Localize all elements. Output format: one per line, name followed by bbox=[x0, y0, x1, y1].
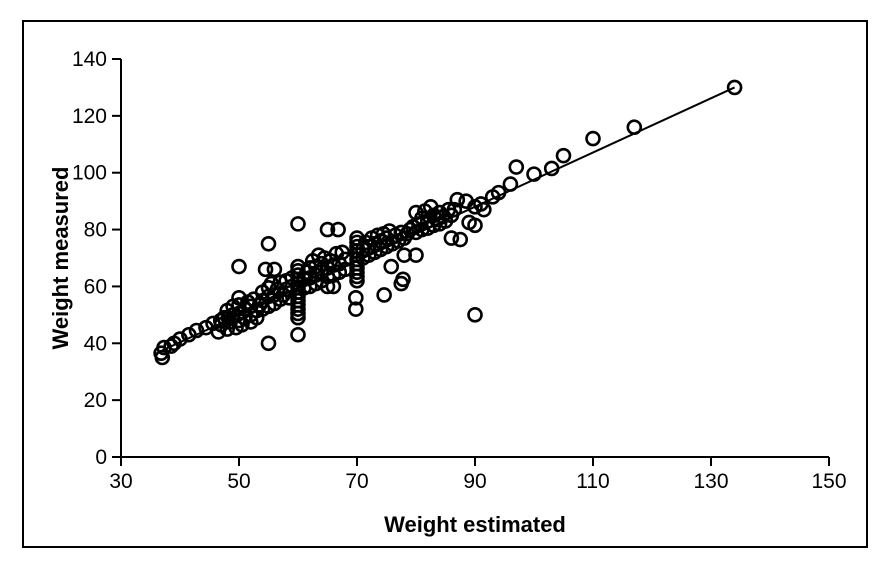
data-point bbox=[585, 130, 601, 147]
x-tick-label: 30 bbox=[109, 470, 132, 493]
data-point bbox=[508, 159, 525, 175]
data-point bbox=[210, 324, 227, 340]
x-tick-label: 150 bbox=[811, 470, 846, 493]
y-axis-title: Weight measured bbox=[48, 166, 73, 350]
data-point bbox=[219, 321, 235, 337]
data-point bbox=[234, 317, 250, 333]
y-tick-label: 40 bbox=[84, 332, 107, 355]
data-point bbox=[383, 258, 400, 275]
data-point bbox=[330, 221, 346, 238]
y-tick-label: 60 bbox=[84, 275, 107, 298]
y-tick-label: 80 bbox=[84, 219, 107, 242]
y-tick-label: 100 bbox=[72, 162, 107, 185]
data-point bbox=[626, 119, 643, 136]
data-point bbox=[449, 191, 466, 208]
data-point bbox=[467, 217, 483, 234]
x-tick-label: 110 bbox=[576, 470, 609, 493]
data-point bbox=[446, 201, 463, 218]
data-point bbox=[443, 230, 460, 246]
data-point bbox=[476, 201, 492, 218]
data-point bbox=[726, 79, 743, 96]
figure-border bbox=[22, 20, 868, 548]
x-tick-label: 50 bbox=[227, 470, 250, 493]
data-point bbox=[319, 221, 336, 238]
y-tick-label: 0 bbox=[95, 446, 107, 469]
data-point bbox=[452, 231, 469, 248]
data-point bbox=[376, 287, 392, 303]
x-tick-label: 70 bbox=[345, 470, 368, 493]
data-point bbox=[172, 331, 188, 347]
data-point bbox=[266, 261, 283, 278]
data-point bbox=[231, 258, 247, 275]
data-point bbox=[188, 322, 205, 339]
x-tick-label: 130 bbox=[693, 470, 728, 493]
data-point bbox=[290, 326, 306, 343]
data-point bbox=[257, 261, 274, 278]
y-tick-label: 140 bbox=[72, 48, 107, 71]
y-tick-label: 20 bbox=[84, 389, 107, 412]
data-point bbox=[325, 278, 342, 295]
data-point bbox=[543, 160, 560, 177]
data-point bbox=[396, 247, 413, 263]
data-point bbox=[502, 176, 519, 192]
x-axis-title: Weight estimated bbox=[384, 512, 566, 537]
x-tick-label: 90 bbox=[463, 470, 486, 493]
data-point bbox=[490, 184, 507, 201]
data-point bbox=[260, 235, 277, 252]
data-point bbox=[467, 307, 483, 323]
data-point bbox=[348, 289, 364, 306]
data-point bbox=[290, 216, 306, 232]
data-point bbox=[348, 301, 364, 317]
data-point bbox=[334, 244, 351, 261]
data-point bbox=[181, 326, 197, 343]
data-point bbox=[395, 271, 411, 288]
data-point bbox=[260, 335, 277, 352]
data-point bbox=[526, 166, 542, 182]
y-tick-label: 120 bbox=[72, 105, 107, 128]
data-point bbox=[555, 147, 572, 164]
